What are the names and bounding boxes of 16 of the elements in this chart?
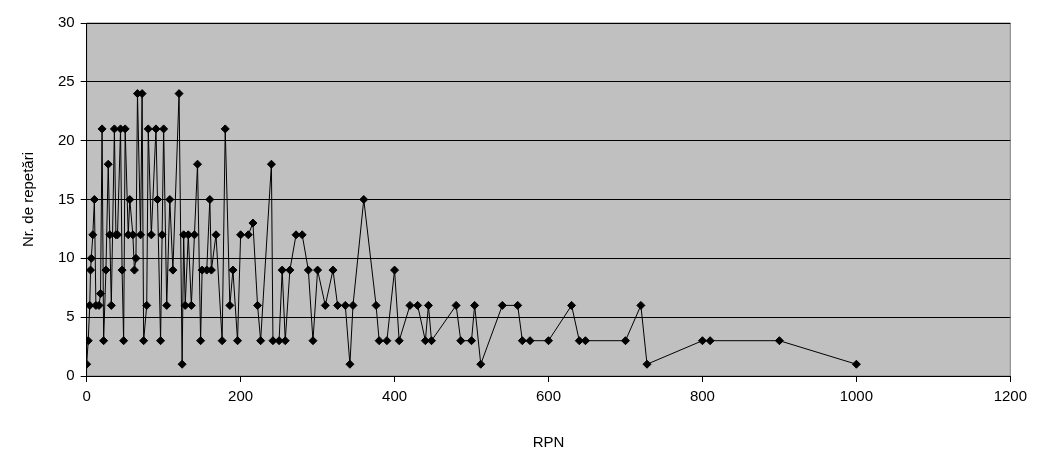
x-tick-label: 0	[82, 387, 91, 405]
x-tick-label: 200	[228, 387, 254, 405]
y-tick-label: 0	[66, 366, 75, 384]
y-tick-label: 30	[58, 13, 75, 31]
x-tick-label: 600	[535, 387, 562, 405]
x-tick-label: 400	[382, 387, 408, 405]
x-tick-label: 800	[689, 387, 715, 405]
y-tick-label: 15	[58, 189, 75, 207]
y-tick-label: 5	[66, 307, 75, 325]
y-tick-label: 10	[58, 248, 75, 266]
x-tick-label: 1000	[839, 387, 874, 405]
y-tick-label: 25	[58, 71, 75, 89]
y-axis-title: Nr. de repetări	[19, 151, 37, 248]
y-tick-label: 20	[58, 130, 75, 148]
x-tick-label: 1200	[993, 387, 1027, 405]
x-axis-title: RPN	[532, 433, 565, 451]
